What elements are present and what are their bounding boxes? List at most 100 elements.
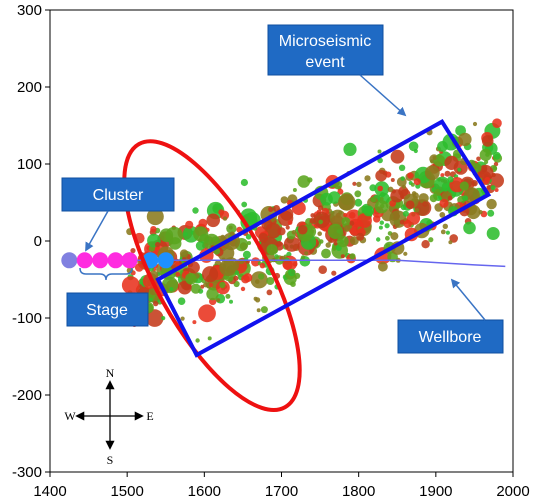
event-point [193,226,209,242]
event-point [297,224,308,235]
stage-point [61,252,78,269]
event-point [175,261,180,267]
event-point [411,191,417,196]
event-point [321,248,331,259]
tick-layer: 1400 1500 1600 1700 1800 1900 2000 300 200 100 0 -1… [12,2,530,500]
y-tick-label: 200 [17,79,42,96]
event-point [434,176,451,193]
event-point [402,210,409,217]
event-point [130,248,136,254]
compass-s: S [107,453,114,467]
event-point [356,181,362,188]
event-point [402,184,406,189]
event-point [486,227,500,240]
y-tick-label: 300 [17,2,42,19]
event-point [414,198,419,203]
highlight-ellipse [122,139,302,412]
event-point [343,142,357,156]
event-point [216,298,221,303]
event-point [309,217,316,224]
event-point [374,200,389,214]
event-point [466,204,481,220]
compass-n: N [106,366,115,380]
event-point [490,185,496,191]
event-point [421,240,430,249]
event-point [413,178,421,186]
event-point [245,234,252,240]
event-point [292,188,297,192]
event-point [403,251,408,256]
callout-cluster-arrow [85,210,109,252]
event-point [273,205,280,212]
event-point [331,270,337,276]
event-point [390,178,395,182]
event-point [493,161,499,167]
event-point [161,316,166,321]
event-point [233,275,239,281]
event-point [185,273,197,285]
event-point [352,181,357,186]
event-point [169,287,174,292]
event-point [343,225,351,232]
event-point [408,141,419,152]
event-point [449,234,459,243]
event-point [150,226,157,233]
event-point [121,276,140,294]
stage-point [121,252,138,269]
callout-wellbore-arrow [450,278,486,321]
callout-microseismic-line2: event [305,54,345,71]
event-point [394,223,399,228]
event-point [187,261,200,274]
event-point [458,132,472,147]
event-point [338,193,356,211]
event-point [266,244,278,256]
event-point [234,270,240,275]
event-point [440,229,446,235]
event-point [333,241,338,246]
event-point [387,186,394,193]
x-tick-label: 1400 [33,483,66,500]
event-point [159,228,174,242]
event-point [439,198,449,208]
event-point [256,308,261,313]
event-point [145,309,164,327]
event-point [202,266,219,283]
event-point [462,195,469,201]
event-point [291,230,297,235]
event-point [447,176,454,183]
event-point [437,141,448,152]
event-point [325,242,331,248]
event-point [354,190,362,198]
event-point [225,293,231,299]
event-point [407,172,414,179]
event-point [238,258,245,265]
event-point [255,297,261,303]
event-point [260,306,268,314]
event-point [175,272,181,277]
callout-stage-text: Stage [86,302,128,319]
event-point [447,195,453,201]
event-point [390,232,399,241]
event-point [190,283,201,294]
event-point [463,221,476,235]
event-point [400,194,405,199]
event-point [280,196,288,204]
event-point [300,255,306,260]
event-point [200,284,205,289]
y-tick-label: 0 [34,233,42,250]
event-point [385,235,390,241]
callout-stage: Stage [66,267,149,327]
event-point [493,151,501,160]
event-point [448,240,453,245]
event-point [282,259,293,270]
event-point [218,209,225,216]
event-point [318,219,324,225]
wellbore-layer [65,259,506,268]
event-point [198,304,216,323]
event-point [476,156,481,162]
event-point [340,254,345,259]
event-point [457,167,462,172]
event-point [370,196,377,203]
event-point [153,300,159,307]
